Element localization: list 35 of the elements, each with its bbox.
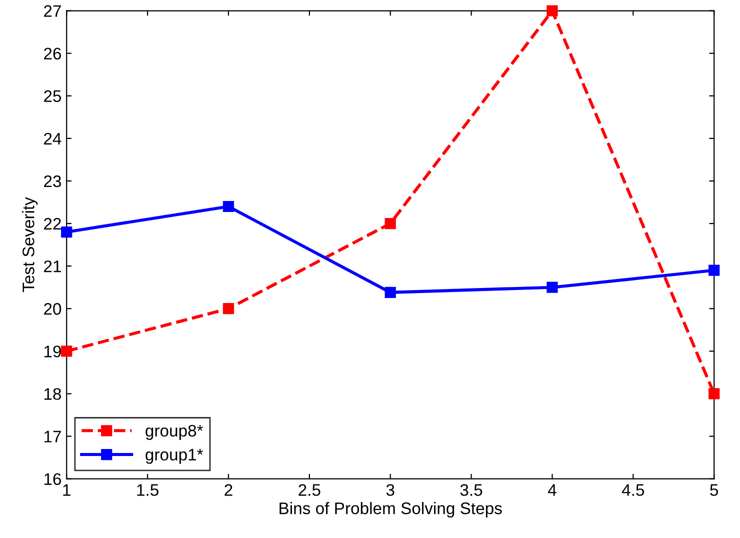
point <box>222 200 234 212</box>
y-tick-label: 26 <box>44 48 62 60</box>
x-tick-label: 4.5 <box>622 484 644 496</box>
y-tick-label: 17 <box>44 430 61 442</box>
point <box>546 282 558 293</box>
y-tick-label: 19 <box>44 346 61 358</box>
x-axis-title: Bins of Problem Solving Steps <box>280 502 502 518</box>
y-tick-label: 27 <box>44 5 61 17</box>
y-tick-label: 24 <box>44 132 62 144</box>
x-tick-label: 2.5 <box>298 484 320 496</box>
x-tick-label: 3 <box>386 484 394 496</box>
y-tick-label: 25 <box>44 90 62 102</box>
point <box>546 5 558 16</box>
y-tick-label: 18 <box>44 388 62 400</box>
y-tick-label: 16 <box>44 473 62 486</box>
y-tick-label: 20 <box>44 303 62 315</box>
point <box>708 264 720 276</box>
point <box>384 218 396 230</box>
point <box>384 286 396 298</box>
x-tick-label: 5 <box>710 484 718 496</box>
legend-label: group1* <box>146 448 204 464</box>
y-tick-label: 22 <box>44 218 61 230</box>
x-tick-label: 3.5 <box>460 484 482 496</box>
y-tick-label: 21 <box>44 260 61 272</box>
x-tick-label: 2 <box>224 484 232 496</box>
y-axis-title: Test Severity <box>22 197 38 292</box>
y-tick-label: 23 <box>44 175 62 188</box>
x-tick-label: 4 <box>548 484 556 496</box>
legend-label: group8* <box>146 424 204 440</box>
x-tick-label: 1.5 <box>137 484 158 496</box>
point <box>222 303 234 314</box>
point <box>708 388 720 400</box>
x-tick-label: 1 <box>63 484 70 496</box>
point <box>61 346 72 357</box>
point <box>61 226 72 238</box>
